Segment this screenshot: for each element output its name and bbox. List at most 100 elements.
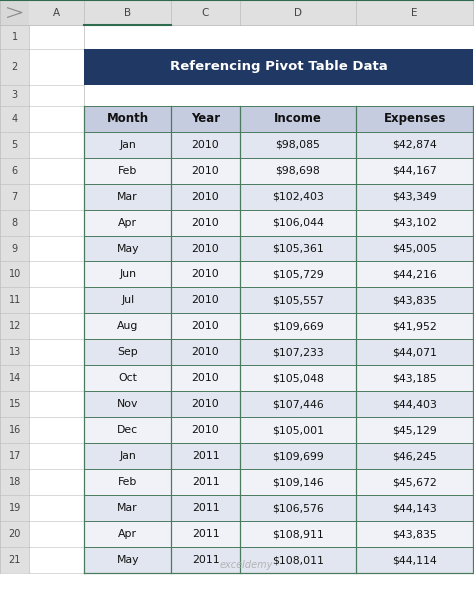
Bar [356,184,473,210]
Bar [356,417,473,443]
Bar [29,158,84,184]
Text: 2011: 2011 [191,555,219,565]
Text: 2010: 2010 [191,192,219,202]
Text: 2010: 2010 [191,296,219,306]
Bar [356,392,473,417]
Text: 15: 15 [9,399,21,410]
Text: 19: 19 [9,503,21,513]
Text: 6: 6 [12,165,18,176]
Text: $105,048: $105,048 [272,373,324,383]
Bar [0,236,29,261]
Text: $109,146: $109,146 [272,477,324,487]
Text: 2: 2 [11,62,18,72]
Text: 2011: 2011 [191,529,219,539]
Text: Expenses: Expenses [383,112,446,125]
Text: Nov: Nov [117,399,138,410]
Bar [29,339,84,365]
Bar [239,547,356,573]
Bar [356,469,473,495]
Text: 2010: 2010 [191,399,219,410]
Bar [84,495,172,521]
Text: 2010: 2010 [191,217,219,227]
Text: 8: 8 [12,217,18,227]
Bar [0,0,29,25]
Text: 16: 16 [9,425,21,435]
Bar [356,495,473,521]
Text: 2010: 2010 [191,140,219,150]
Text: 9: 9 [12,244,18,254]
Bar [239,261,356,288]
Bar [239,288,356,313]
Bar [239,521,356,547]
Text: Mar: Mar [118,192,138,202]
Text: 2010: 2010 [191,165,219,176]
Text: May: May [117,244,139,254]
Text: 5: 5 [11,140,18,150]
Bar [172,184,239,210]
Text: E: E [411,8,418,17]
Bar [356,365,473,392]
Bar [239,495,356,521]
Bar [239,365,356,392]
Bar [172,236,239,261]
Bar [29,106,84,132]
Text: $43,835: $43,835 [392,296,437,306]
Bar [356,443,473,469]
Text: $105,361: $105,361 [272,244,324,254]
Bar [84,313,172,339]
Bar [29,365,84,392]
Text: $41,952: $41,952 [392,321,437,331]
Bar [356,288,473,313]
Text: $45,129: $45,129 [392,425,437,435]
Text: Year: Year [191,112,220,125]
Text: $45,672: $45,672 [392,477,437,487]
Text: B: B [124,8,131,17]
Bar [172,288,239,313]
Text: $107,233: $107,233 [272,347,324,358]
Text: 2010: 2010 [191,244,219,254]
Bar [0,469,29,495]
Bar [356,106,473,132]
Bar [0,210,29,236]
Text: Feb: Feb [118,477,137,487]
Text: $42,874: $42,874 [392,140,437,150]
Bar [172,547,239,573]
Bar [239,417,356,443]
Bar [84,158,172,184]
Text: Jan: Jan [119,451,136,461]
Text: $105,001: $105,001 [272,425,324,435]
Text: 2010: 2010 [191,347,219,358]
Bar [0,0,474,25]
Bar [84,392,172,417]
Bar [239,158,356,184]
Bar [356,547,473,573]
Text: 2010: 2010 [191,321,219,331]
Bar [356,210,473,236]
Bar [356,132,473,158]
Text: Apr: Apr [118,217,137,227]
Bar [0,521,29,547]
Text: Referencing Pivot Table Data: Referencing Pivot Table Data [170,60,387,73]
Text: $44,071: $44,071 [392,347,437,358]
Text: D: D [294,8,302,17]
Text: $44,114: $44,114 [392,555,437,565]
Text: 2011: 2011 [191,503,219,513]
Bar [84,365,172,392]
Text: 21: 21 [9,555,21,565]
Bar [84,106,172,132]
Bar [84,184,172,210]
Bar [84,85,473,106]
Text: $106,576: $106,576 [272,503,324,513]
Bar [0,49,29,85]
Text: $108,011: $108,011 [272,555,324,565]
Bar [29,261,84,288]
Text: $43,102: $43,102 [392,217,437,227]
Bar [0,288,29,313]
Text: 17: 17 [9,451,21,461]
Text: C: C [202,8,209,17]
Bar [172,443,239,469]
Bar [356,261,473,288]
Bar [172,417,239,443]
Bar [356,339,473,365]
Bar [172,106,239,132]
